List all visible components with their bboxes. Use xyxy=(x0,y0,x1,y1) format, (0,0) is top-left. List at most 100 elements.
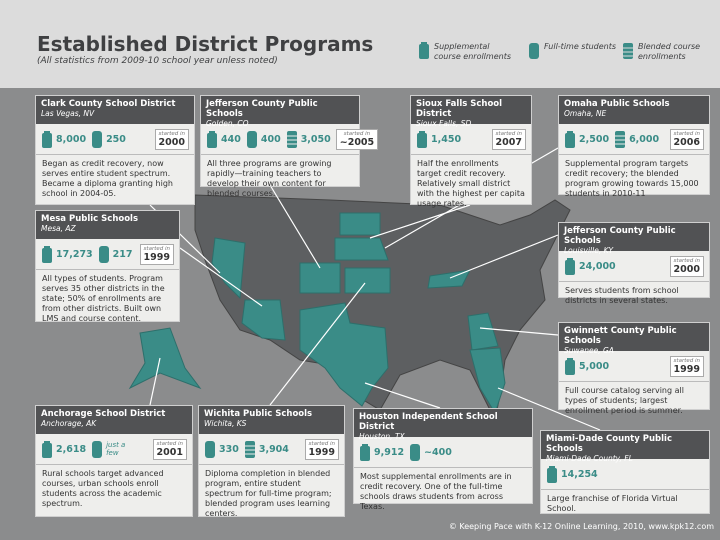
stat-value: 440 xyxy=(221,133,241,145)
district-name: Sioux Falls School District xyxy=(416,99,503,119)
stat: 250 xyxy=(91,130,126,149)
legend-item: Full-time students xyxy=(528,42,624,59)
icon xyxy=(360,443,370,461)
district-card: Gwinnett County Public Schools Suwanee, G… xyxy=(558,322,710,415)
icon xyxy=(565,130,575,148)
started-year: 1999 xyxy=(143,251,170,263)
card-header: Gwinnett County Public Schools Suwanee, G… xyxy=(559,323,709,355)
subtitle: (All statistics from 2009-10 school year… xyxy=(37,56,278,66)
stat: 2,618 xyxy=(41,440,86,459)
card-header: Anchorage School District Anchorage, AK xyxy=(36,406,192,434)
stats-row: 17,273 217 started in 1999 xyxy=(36,239,179,270)
stat-value: 6,000 xyxy=(629,133,660,145)
stat: 400 xyxy=(246,130,281,149)
stat: 3,904 xyxy=(244,440,289,459)
district-card: Miami-Dade County Public Schools Miami-Da… xyxy=(540,430,710,514)
district-location: Houston, TX xyxy=(359,432,405,441)
card-header: Houston Independent School District Houst… xyxy=(354,409,532,441)
district-location: Sioux Falls, SD xyxy=(416,119,472,128)
district-location: Las Vegas, NV xyxy=(41,109,95,118)
stat: 330 xyxy=(204,440,239,459)
icon xyxy=(98,245,109,263)
stats-row: 2,618 just a few started in 2001 xyxy=(36,434,192,465)
started-year: 1999 xyxy=(308,446,335,458)
stat: 217 xyxy=(98,245,133,264)
stat: just a few xyxy=(91,440,132,459)
started-box: started in ~2005 xyxy=(335,128,379,150)
started-label: started in xyxy=(673,357,700,364)
stats-row: 1,450 started in 2007 xyxy=(411,124,531,155)
description: Large franchise of Florida Virtual Schoo… xyxy=(547,494,678,513)
icon xyxy=(623,43,633,59)
stats-row: 9,912 ~400 xyxy=(354,437,532,468)
stat: 8,000 xyxy=(41,130,86,149)
icon xyxy=(205,440,215,458)
district-name: Jefferson County Public Schools xyxy=(206,99,318,119)
started-year: 1999 xyxy=(673,363,700,375)
description: Diploma completion in blended program, e… xyxy=(205,469,332,518)
icon xyxy=(42,440,52,458)
started-box: started in 1999 xyxy=(669,355,704,377)
card-header: Clark County School District Las Vegas, N… xyxy=(36,96,194,124)
stats-row: 5,000 started in 1999 xyxy=(559,351,709,382)
district-name: Gwinnett County Public Schools xyxy=(564,326,677,346)
icon xyxy=(92,440,103,458)
card-header: Miami-Dade County Public Schools Miami-Da… xyxy=(541,431,709,463)
stats-row: 2,500 6,000 started in 2006 xyxy=(559,124,709,155)
description: Supplemental program targets credit reco… xyxy=(565,159,699,198)
card-header: Jefferson County Public Schools Louisvill… xyxy=(559,223,709,255)
stat-value: 5,000 xyxy=(579,360,610,372)
district-name: Houston Independent School District xyxy=(359,412,498,432)
icon xyxy=(615,130,626,148)
stat-value: 14,254 xyxy=(561,468,598,480)
stat-value: 250 xyxy=(106,133,126,145)
district-card: Clark County School District Las Vegas, N… xyxy=(35,95,195,205)
district-name: Jefferson County Public Schools xyxy=(564,226,676,246)
icon xyxy=(410,443,421,461)
started-label: started in xyxy=(156,440,183,447)
icon xyxy=(419,42,429,59)
started-label: started in xyxy=(673,257,700,264)
stat-value: 9,912 xyxy=(374,446,405,458)
district-location: Mesa, AZ xyxy=(41,224,76,233)
description: Rural schools target advanced courses, u… xyxy=(42,469,164,508)
started-label: started in xyxy=(158,130,185,137)
district-name: Wichita Public Schools xyxy=(204,409,313,419)
stat-value: just a few xyxy=(106,441,126,457)
stats-row: 8,000 250 started in 2000 xyxy=(36,124,194,155)
district-location: Omaha, NE xyxy=(564,109,607,118)
district-location: Louisville, KY xyxy=(564,246,614,255)
icon xyxy=(547,465,557,483)
legend-item: Blended course enrollments xyxy=(622,42,718,62)
icon xyxy=(565,257,575,275)
us-map xyxy=(128,147,601,431)
district-location: Anchorage, AK xyxy=(41,419,97,428)
stat-value: 330 xyxy=(219,443,239,455)
stat-value: 217 xyxy=(112,248,133,260)
started-label: started in xyxy=(308,440,335,447)
stat-value: 1,450 xyxy=(431,133,462,145)
stat: 14,254 xyxy=(546,465,598,484)
started-label: started in xyxy=(343,130,371,137)
stats-row: 330 3,904 started in 1999 xyxy=(199,434,344,465)
district-name: Miami-Dade County Public Schools xyxy=(546,434,672,454)
stat-value: 400 xyxy=(260,133,281,145)
stat: 24,000 xyxy=(564,257,616,276)
stat-value: 8,000 xyxy=(56,133,87,145)
icon xyxy=(42,245,52,263)
district-card: Wichita Public Schools Wichita, KS 330 3,90… xyxy=(198,405,345,518)
stats-row: 440 400 3,050 started in ~2005 xyxy=(201,124,379,155)
stat: 9,912 xyxy=(359,443,404,462)
header: Established District Programs (All stati… xyxy=(0,0,720,88)
card-header: Jefferson County Public Schools Golden, C… xyxy=(201,96,359,128)
district-location: Golden, CO xyxy=(206,119,249,128)
district-card: Mesa Public Schools Mesa, AZ 17,273 217 star… xyxy=(35,210,180,323)
legend-label: Full-time students xyxy=(544,42,617,51)
title: Established District Programs xyxy=(37,32,374,56)
icon xyxy=(286,130,297,148)
district-name: Omaha Public Schools xyxy=(564,99,670,109)
icon xyxy=(529,43,539,59)
started-label: started in xyxy=(143,245,170,252)
description: Began as credit recovery, now serves ent… xyxy=(42,159,173,198)
stats-row: 14,254 xyxy=(541,459,709,490)
